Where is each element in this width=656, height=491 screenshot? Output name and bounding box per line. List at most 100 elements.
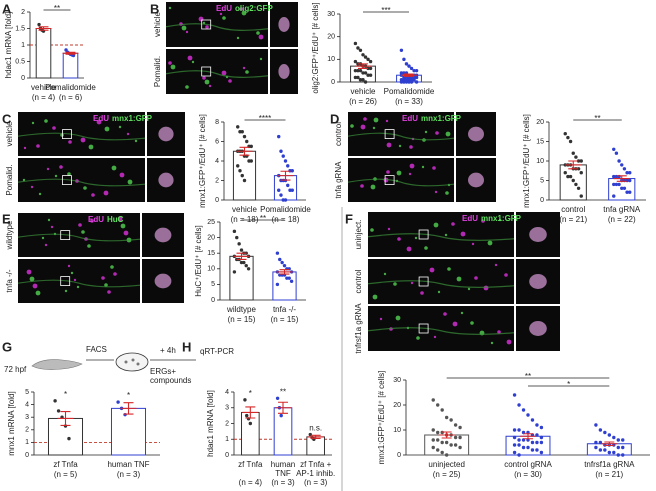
bar [62,52,79,79]
data-point [616,438,620,442]
data-point [620,186,624,190]
cells-label: ERGs+ [150,367,176,376]
data-point [574,182,578,187]
tissue [17,279,141,288]
signal [52,126,56,130]
signal [481,219,485,223]
dish-icon [115,352,149,372]
signal [393,282,397,286]
y-tick-label: 25 [207,219,215,226]
signal [360,124,366,130]
data-point [232,270,237,274]
y-axis-label: hdac1 mRNA [fold] [206,390,215,457]
data-point [249,159,253,163]
error-bar [275,401,291,414]
error-bar [236,146,253,156]
data-point [574,155,578,159]
x-tick-label: uninjected [428,460,464,469]
data-point [614,182,619,187]
signal [350,124,354,128]
error-bar [120,402,137,415]
chart: 0 2 4 6 8 mnx1:GFP⁺/EdU⁺ [# cells] vehicle (n =… [198,114,311,224]
signal [168,61,172,65]
y-axis-label: mnx1 mRNA [fold] [7,391,16,455]
signal [70,271,74,275]
data-point [353,75,358,80]
signal [202,76,206,80]
data-point [628,190,632,194]
x-tick-label: Pomalidomide [260,205,311,214]
signal [30,185,34,189]
n-label: (n = 30) [514,470,542,479]
data-point [563,171,567,175]
roi-box [201,66,212,77]
stain-label: mnx1:GFP [112,114,153,123]
row-label: tnfrsf1a gRNA [354,303,363,354]
data-point [431,445,435,450]
bar [273,407,293,456]
data-point [594,423,598,427]
data-point [612,147,616,151]
inset-cell [529,227,547,242]
signal [245,70,249,74]
x-tick-label: tnfa -/- [273,305,296,314]
signal [67,172,71,176]
y-tick-label: 0 [397,452,401,459]
data-point [436,403,440,407]
data-point [407,80,411,84]
error-bar [233,252,250,260]
data-point [366,66,370,71]
data-point [571,151,575,155]
data-point [290,169,294,173]
signal [185,85,189,89]
tissue [17,178,146,187]
data-point [37,22,41,27]
significance-label: * [64,390,67,399]
n-label: (n = 18) [272,215,300,224]
inset-cell [278,64,290,79]
y-tick-label: 0 [211,297,215,304]
data-point [612,194,616,198]
inset-cell [468,126,484,142]
y-axis-label: mnx1:GFP⁺/EdU⁺ [# cells] [377,371,386,465]
y-tick-label: 5 [540,177,544,184]
data-point [436,448,440,452]
data-point [444,440,449,445]
y-tick-label: 15 [207,250,215,257]
data-point [563,163,567,167]
data-point [356,75,360,80]
x-tick-label: zf Tnfa [238,460,263,469]
error-bar [565,160,582,170]
data-point [56,409,61,413]
signal [104,126,110,132]
signal [46,167,50,171]
x-tick-label: AP-1 inhib. [296,469,335,478]
signal [386,142,392,148]
image-panel: vehicle Pomalid. EdU olig2:GFP [153,2,298,94]
data-point [620,163,624,167]
data-point [277,188,281,192]
signal [395,315,401,321]
data-point [242,134,247,139]
signal [134,139,138,143]
data-point [399,48,404,52]
data-point [616,453,620,457]
signal [443,312,447,316]
signal [409,163,415,169]
stain-label: mnx1:GFP [421,114,462,123]
data-point [412,78,416,82]
signal [208,84,212,88]
y-axis-label: hdac1 mRNA [fold] [4,12,13,79]
data-point [236,125,240,129]
row-label: vehicle [5,121,14,146]
signal [433,222,439,228]
signal [205,25,209,29]
data-point [622,167,627,171]
assay-label: qRT-PCR [200,347,234,356]
bar [232,150,257,201]
signal [456,276,462,282]
data-point [436,430,440,435]
signal [80,137,86,143]
inset-cell [278,17,290,32]
signal [397,237,401,241]
